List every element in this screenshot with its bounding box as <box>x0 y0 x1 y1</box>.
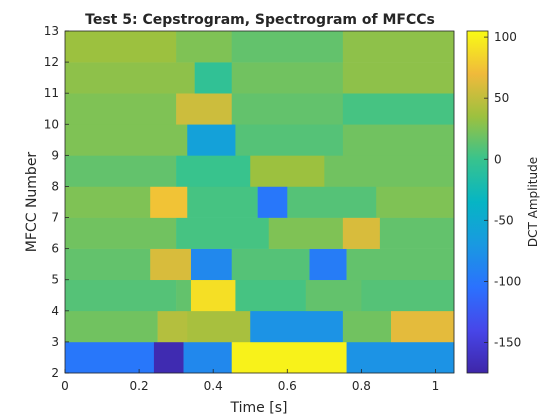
heatmap-cell <box>391 310 455 343</box>
heatmap-cell <box>346 248 455 281</box>
heatmap-cell <box>342 124 455 156</box>
heatmap-cell <box>257 186 288 218</box>
heatmap-cell <box>65 93 177 125</box>
heatmap-cell <box>176 279 192 312</box>
y-tick-label: 8 <box>51 179 59 193</box>
heatmap-cell <box>342 93 455 125</box>
heatmap-cell <box>231 62 344 94</box>
heatmap-cell <box>176 31 233 63</box>
y-tick-label: 4 <box>51 304 59 318</box>
colorbar-tick-label: -150 <box>494 335 521 349</box>
plot-frame <box>64 30 455 374</box>
heatmap-cell <box>268 217 344 249</box>
heatmap-cell <box>65 31 177 63</box>
heatmap-cell <box>346 341 455 374</box>
colorbar-tick-label: -50 <box>494 213 514 227</box>
heatmap-cell <box>65 155 177 187</box>
y-tick-label: 11 <box>44 86 59 100</box>
heatmap-cell <box>183 341 233 374</box>
heatmap-cell <box>176 155 251 187</box>
heatmap-cell <box>65 279 177 312</box>
heatmap-cell <box>153 341 184 374</box>
y-tick-label: 6 <box>51 242 59 256</box>
colorbar-tick-label: 100 <box>494 30 517 44</box>
heatmap-cell <box>176 93 233 125</box>
heatmap-cell <box>187 310 251 343</box>
heatmap-cell <box>231 341 347 374</box>
heatmap-cell <box>150 186 188 218</box>
heatmap-cell <box>65 341 155 374</box>
heatmap-cell <box>361 279 455 312</box>
heatmap-cell <box>250 310 344 343</box>
heatmap-cell <box>65 186 151 218</box>
heatmap-cell <box>309 248 347 281</box>
x-axis-label: Time [s] <box>230 400 288 416</box>
heatmap-cell <box>65 62 195 94</box>
y-tick-label: 2 <box>51 366 59 380</box>
heatmap-cell <box>187 124 236 156</box>
y-tick-label: 7 <box>51 211 59 225</box>
heatmap-cell <box>187 186 258 218</box>
heatmap-cell <box>231 31 344 63</box>
heatmap-cell <box>250 155 325 187</box>
y-axis-ticks: 2 3 4 5 6 7 8 9 10 11 12 13 <box>44 24 69 380</box>
heatmap-cell <box>379 217 455 249</box>
heatmap-cell <box>65 248 151 281</box>
y-tick-label: 12 <box>44 55 59 69</box>
y-tick-label: 13 <box>44 24 59 38</box>
heatmap-cell <box>65 310 158 343</box>
heatmap-cell <box>190 248 233 281</box>
y-tick-label: 3 <box>51 335 59 349</box>
colorbar-tick-label: 0 <box>494 152 502 166</box>
x-tick-label: 0.2 <box>130 379 149 393</box>
colorbar-ticks: 100 50 0 -50 -100 -150 <box>484 30 521 349</box>
heatmap-cell <box>65 217 177 249</box>
colorbar-tick-label: 50 <box>494 91 509 105</box>
x-tick-label: 0.8 <box>352 379 371 393</box>
y-tick-label: 9 <box>51 148 59 162</box>
x-tick-label: 0 <box>61 379 69 393</box>
heatmap-cell <box>305 279 362 312</box>
heatmap-cell <box>65 124 188 156</box>
heatmap-cells <box>65 31 455 374</box>
x-tick-label: 0.6 <box>278 379 297 393</box>
heatmap-cell <box>235 124 344 156</box>
heatmap-cell <box>342 62 455 94</box>
x-tick-label: 0.4 <box>204 379 223 393</box>
heatmap-cell <box>324 155 455 187</box>
y-tick-label: 5 <box>51 273 59 287</box>
heatmap-cell <box>194 62 233 94</box>
heatmap-cell <box>176 217 270 249</box>
y-axis-label: MFCC Number <box>24 152 40 253</box>
chart-title: Test 5: Cepstrogram, Spectrogram of MFCC… <box>85 12 435 28</box>
heatmap-cell <box>231 93 344 125</box>
heatmap-cell <box>231 248 310 281</box>
heatmap-cell <box>235 279 307 312</box>
heatmap-cell <box>342 31 455 63</box>
y-tick-label: 10 <box>44 117 59 131</box>
x-tick-label: 1 <box>432 379 440 393</box>
heatmap-cell <box>342 310 392 343</box>
colorbar-tick-label: -100 <box>494 274 521 288</box>
heatmap-cell <box>287 186 377 218</box>
heatmap-cell <box>150 248 192 281</box>
heatmap-cell <box>157 310 188 343</box>
x-axis-ticks: 0 0.2 0.4 0.6 0.8 1 <box>61 369 439 393</box>
heatmap-cell <box>342 217 381 249</box>
heatmap-cell <box>190 279 236 312</box>
colorbar <box>466 30 489 374</box>
heatmap-cell <box>376 186 455 218</box>
colorbar-label: DCT Amplitude <box>526 157 540 247</box>
